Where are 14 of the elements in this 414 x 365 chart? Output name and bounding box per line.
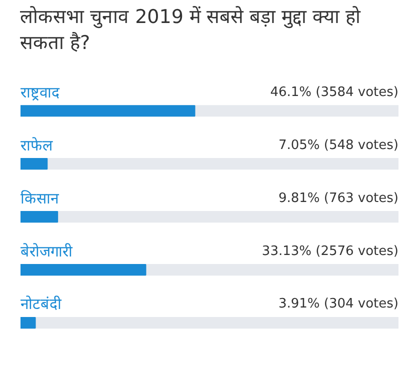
data-label: 9.81% (763 votes) <box>278 190 399 206</box>
y-tick-label: राष्ट्रवाद <box>20 83 60 102</box>
bar <box>20 211 58 223</box>
y-tick-label: राफेल <box>20 136 54 154</box>
data-label: 3.91% (304 votes) <box>278 296 399 312</box>
data-label: 33.13% (2576 votes) <box>262 244 398 259</box>
y-tick-label: नोटबंदी <box>20 295 62 314</box>
y-tick-label: किसान <box>20 189 60 208</box>
data-label: 7.05% (548 votes) <box>278 138 399 153</box>
bar <box>20 158 48 170</box>
y-tick-label: बेरोजगारी <box>20 242 74 260</box>
chart-title: लोकसभा चुनाव 2019 में सबसे बड़ा मुद्दा क्या हो सकता है? <box>20 5 362 56</box>
bar <box>20 316 36 329</box>
data-label: 46.1% (3584 votes) <box>270 84 399 100</box>
